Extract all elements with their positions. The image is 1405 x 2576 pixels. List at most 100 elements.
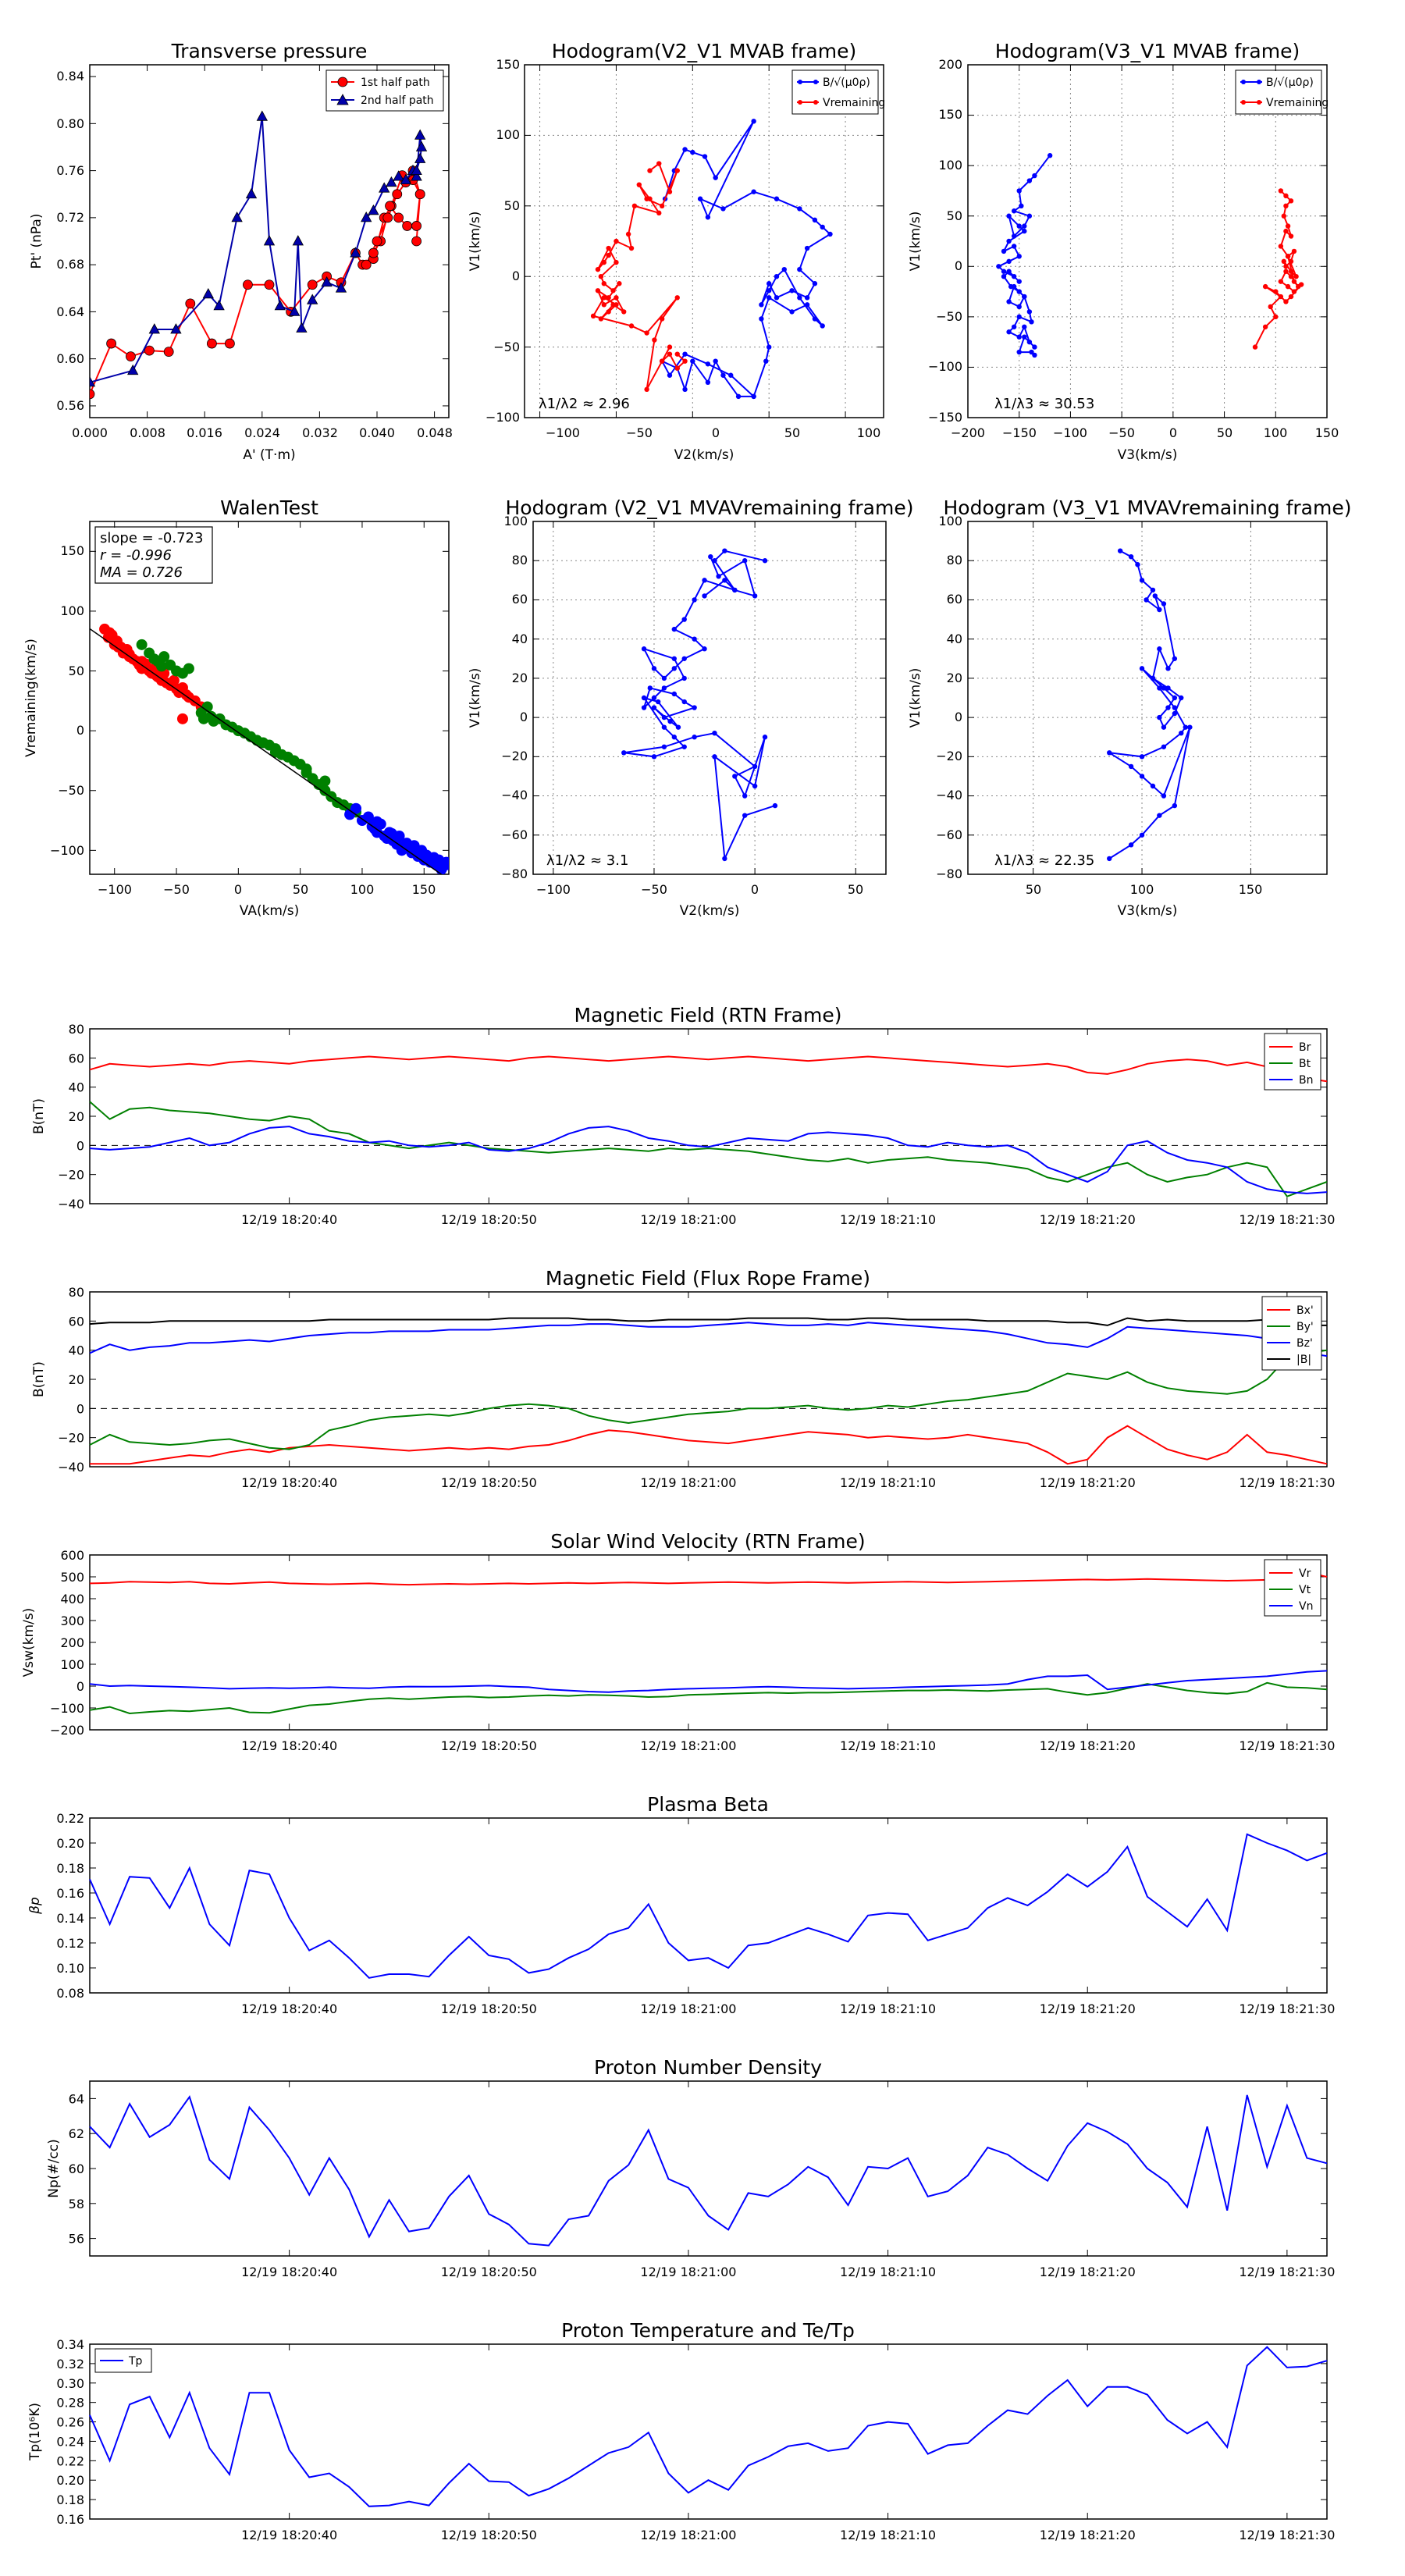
chart-title: Magnetic Field (RTN Frame) bbox=[574, 1004, 842, 1026]
y-tick-label: −50 bbox=[936, 309, 962, 324]
y-axis-label: V1(km/s) bbox=[908, 212, 923, 272]
data-point bbox=[1291, 279, 1297, 284]
y-tick-label: 300 bbox=[60, 1614, 84, 1628]
y-tick-label: 0.16 bbox=[56, 2512, 84, 2527]
legend-marker-v bbox=[813, 100, 818, 105]
data-point bbox=[671, 666, 677, 671]
data-point bbox=[1001, 248, 1007, 254]
data-point bbox=[766, 295, 772, 301]
y-tick-labels: −80 −60 −40 −20 0 20 40 60 80 100 bbox=[501, 514, 528, 881]
data-point bbox=[213, 300, 225, 311]
x-tick-label: 12/19 18:20:50 bbox=[441, 2265, 537, 2279]
legend-label: Bx' bbox=[1297, 1304, 1314, 1317]
slope-text: slope = -0.723 bbox=[100, 530, 203, 546]
x-tick-label: 150 bbox=[1315, 425, 1339, 440]
legend-label: Vt bbox=[1299, 1584, 1311, 1596]
data-point bbox=[752, 783, 758, 789]
data-point bbox=[1152, 593, 1158, 599]
eigenvalue-ratio-annotation: λ1/λ2 ≈ 2.96 bbox=[539, 396, 630, 412]
data-point bbox=[1278, 279, 1284, 284]
data-point bbox=[104, 627, 116, 639]
series-line bbox=[660, 120, 832, 397]
correlation-text: r = -0.996 bbox=[100, 547, 172, 564]
y-tick-label: 600 bbox=[60, 1548, 84, 1563]
x-tick-label: 0 bbox=[1169, 425, 1177, 440]
data-point bbox=[1268, 304, 1273, 310]
grid bbox=[525, 65, 884, 418]
y-tick-label: 0.26 bbox=[56, 2415, 84, 2430]
legend-frame bbox=[1235, 69, 1322, 115]
legend-marker-b bbox=[1241, 80, 1246, 84]
x-tick-label: 12/19 18:21:30 bbox=[1239, 1475, 1335, 1490]
data-point bbox=[797, 206, 802, 212]
fit-statistics-box: slope = -0.723 r = -0.996 MA = 0.726 bbox=[94, 526, 213, 584]
data-point bbox=[682, 147, 688, 152]
data-point bbox=[1022, 294, 1027, 300]
legend-marker-v bbox=[798, 100, 802, 105]
data-point bbox=[681, 617, 687, 622]
data-point bbox=[652, 337, 657, 343]
y-tick-label: 50 bbox=[947, 208, 962, 223]
y-axis-label: B(nT) bbox=[31, 1361, 47, 1397]
legend-label: 1st half path bbox=[361, 76, 430, 89]
y-tick-label: 60 bbox=[512, 592, 528, 607]
y-tick-label: 0 bbox=[76, 1679, 84, 1694]
data-point bbox=[1022, 223, 1027, 229]
data-point bbox=[781, 266, 787, 272]
data-point bbox=[1165, 666, 1171, 671]
y-tick-label: 80 bbox=[512, 553, 528, 568]
x-tick-label: 0.048 bbox=[417, 425, 453, 440]
data-point bbox=[1029, 349, 1034, 355]
data-point bbox=[1128, 554, 1134, 560]
chart-title: Hodogram (V2_V1 MVAVremaining frame) bbox=[506, 496, 914, 519]
chart-title: WalenTest bbox=[220, 496, 318, 519]
y-tick-label: 150 bbox=[60, 543, 84, 558]
data-point bbox=[774, 274, 780, 279]
x-tick-label: 12/19 18:20:50 bbox=[441, 1475, 537, 1490]
data-point bbox=[720, 206, 726, 212]
data-point bbox=[671, 735, 677, 740]
x-tick-label: 12/19 18:20:40 bbox=[241, 1212, 337, 1227]
y-tick-label: 0.18 bbox=[56, 2492, 84, 2507]
data-point bbox=[1128, 842, 1134, 848]
data-point bbox=[1165, 705, 1171, 710]
grid bbox=[533, 521, 886, 875]
plot-frame bbox=[89, 1028, 1328, 1204]
data-point bbox=[690, 149, 695, 155]
y-tick-label: 400 bbox=[60, 1592, 84, 1606]
y-tick-label: 100 bbox=[60, 603, 84, 618]
tick-marks bbox=[525, 64, 884, 418]
data-point bbox=[1144, 597, 1149, 603]
y-tick-label: 80 bbox=[69, 1285, 84, 1300]
data-point bbox=[667, 372, 673, 378]
y-tick-label: −60 bbox=[936, 827, 962, 842]
data-point bbox=[804, 295, 810, 301]
data-point bbox=[1262, 324, 1268, 329]
data-point bbox=[722, 856, 727, 862]
x-tick-label: 12/19 18:21:20 bbox=[1040, 1212, 1136, 1227]
data-point bbox=[621, 309, 627, 315]
x-axis-label: V3(km/s) bbox=[1118, 903, 1178, 919]
x-tick-label: 12/19 18:21:20 bbox=[1040, 1738, 1136, 1753]
y-tick-label: 0.08 bbox=[56, 1986, 84, 2001]
data-point bbox=[606, 245, 611, 251]
data-point bbox=[321, 276, 333, 287]
data-point bbox=[256, 110, 268, 121]
data-point bbox=[393, 212, 404, 223]
y-axis-label: βp bbox=[27, 1897, 43, 1915]
y-tick-label: −100 bbox=[486, 410, 520, 425]
x-tick-label: 0.000 bbox=[72, 425, 108, 440]
y-tick-label: 100 bbox=[60, 1657, 84, 1672]
data-point bbox=[1278, 188, 1284, 194]
data-point bbox=[1161, 685, 1167, 691]
data-point bbox=[682, 351, 688, 357]
y-tick-label: 0.12 bbox=[56, 1936, 84, 1951]
data-point bbox=[401, 838, 413, 849]
legend-marker-1st-half bbox=[337, 76, 348, 87]
x-tick-label: 12/19 18:21:10 bbox=[840, 2528, 936, 2542]
y-tick-labels: 0.56 0.60 0.64 0.68 0.72 0.76 0.80 0.84 bbox=[56, 69, 84, 413]
tick-marks bbox=[89, 65, 449, 418]
data-point bbox=[1283, 299, 1289, 304]
x-tick-label: 12/19 18:21:00 bbox=[640, 2265, 736, 2279]
data-point bbox=[400, 173, 411, 185]
